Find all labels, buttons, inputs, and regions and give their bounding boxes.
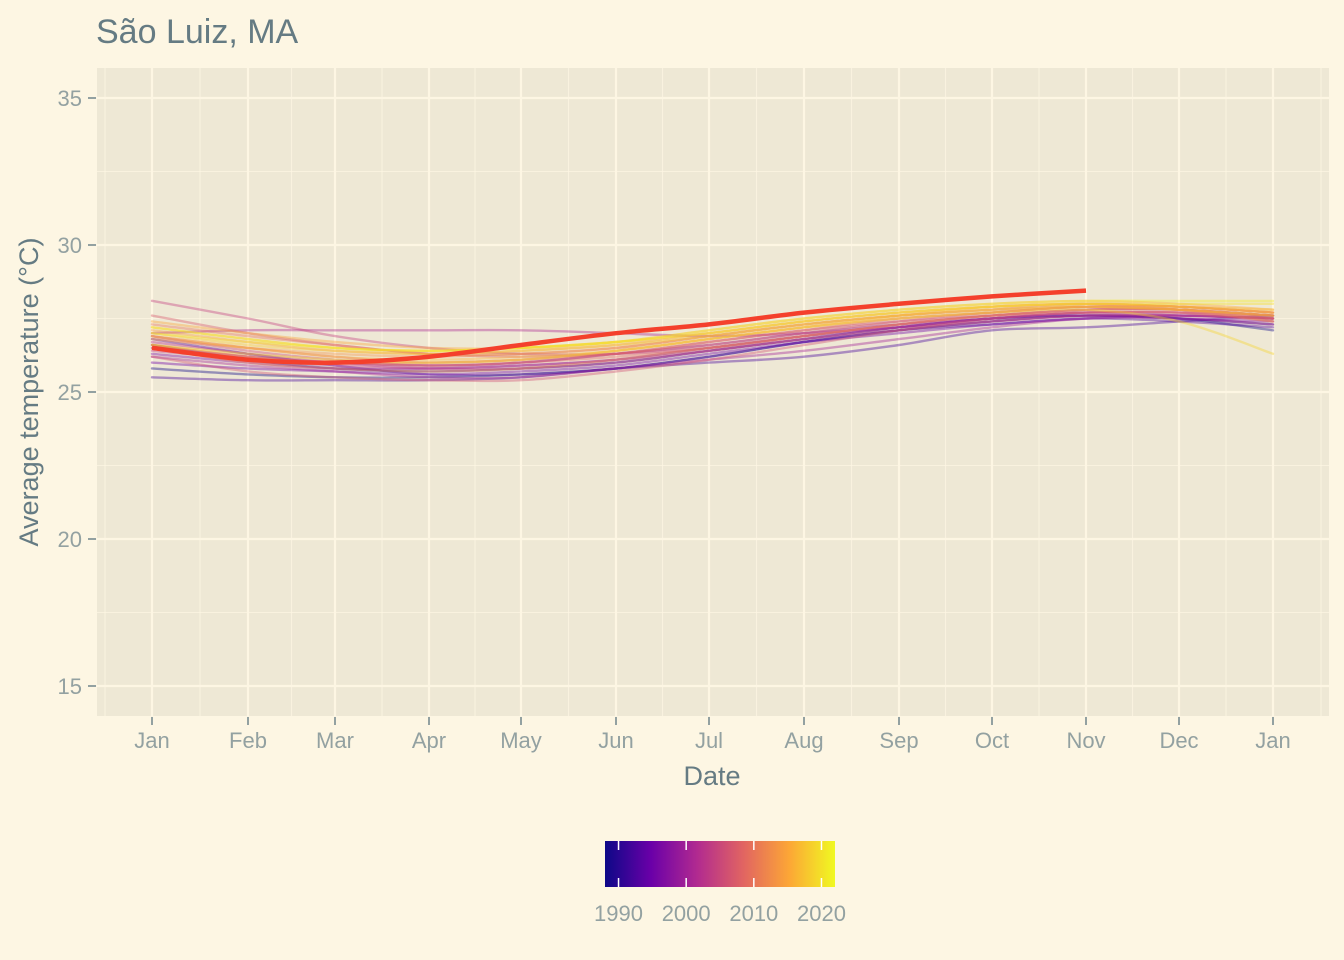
- x-tick-label: Oct: [975, 728, 1009, 753]
- colorbar-label: 2010: [729, 901, 778, 926]
- series-layer: [150, 288, 1275, 383]
- series-line-1995: [150, 314, 1275, 376]
- series-line-2020: [150, 302, 1275, 353]
- chart-title: São Luiz, MA: [96, 13, 299, 51]
- x-tick-label: Aug: [784, 728, 823, 753]
- series-line-2016: [150, 302, 1275, 361]
- x-axis: Jan Feb Mar Apr May Jun Jul Aug Sep Oct Nov Dec Jan: [134, 717, 1291, 753]
- x-tick-label: Apr: [412, 728, 446, 753]
- series-line-2018: [150, 305, 1275, 356]
- major-gridlines: [97, 68, 1329, 716]
- series-line-2005: [150, 307, 1275, 367]
- series-line-2021: [150, 299, 1275, 353]
- series-line-2015: [150, 299, 1275, 350]
- x-tick-label: Nov: [1066, 728, 1105, 753]
- y-tick-label: 30: [58, 233, 82, 258]
- y-tick-label: 20: [58, 527, 82, 552]
- x-tick-label: Feb: [229, 728, 267, 753]
- series-line-1988: [150, 314, 1275, 379]
- series-line-2003: [150, 313, 1275, 370]
- colorbar: [605, 841, 835, 887]
- series-line-2004: [150, 299, 1275, 356]
- y-axis-title: Average temperature (°C): [14, 238, 44, 547]
- colorbar-label: 1990: [594, 901, 643, 926]
- x-axis-title: Date: [683, 761, 740, 791]
- colorbar-label: 2020: [797, 901, 846, 926]
- x-tick-label: Jun: [598, 728, 633, 753]
- y-tick-label: 25: [58, 380, 82, 405]
- series-line-2014: [150, 302, 1275, 356]
- y-tick-label: 35: [58, 86, 82, 111]
- series-line-2000: [150, 316, 1275, 380]
- x-tick-label: Jan: [134, 728, 169, 753]
- series-line-1996: [150, 314, 1275, 371]
- y-axis: 15 20 25 30 35: [58, 86, 96, 699]
- series-line-2013: [150, 305, 1275, 358]
- series-line-2001: [150, 313, 1275, 338]
- y-tick-label: 15: [58, 674, 82, 699]
- x-tick-label: Dec: [1159, 728, 1198, 753]
- x-tick-label: Jan: [1255, 728, 1290, 753]
- x-tick-label: Mar: [316, 728, 354, 753]
- x-tick-label: May: [500, 728, 542, 753]
- series-line-2017: [150, 302, 1275, 353]
- colorbar-legend: 1990 2000 2010 2020: [594, 841, 846, 926]
- current-year-line: [151, 288, 1087, 365]
- colorbar-label: 2000: [662, 901, 711, 926]
- series-line-2011: [150, 307, 1275, 373]
- series-line-1992: [150, 314, 1275, 382]
- series-line-2019: [150, 308, 1275, 364]
- x-tick-label: Sep: [879, 728, 918, 753]
- x-tick-label: Jul: [695, 728, 723, 753]
- series-line-2006: [150, 310, 1275, 383]
- series-line-2010: [150, 302, 1275, 356]
- series-line-2009: [150, 305, 1275, 364]
- series-line-1990: [150, 314, 1275, 373]
- series-line-2007: [150, 304, 1275, 358]
- series-line-1993: [150, 317, 1275, 377]
